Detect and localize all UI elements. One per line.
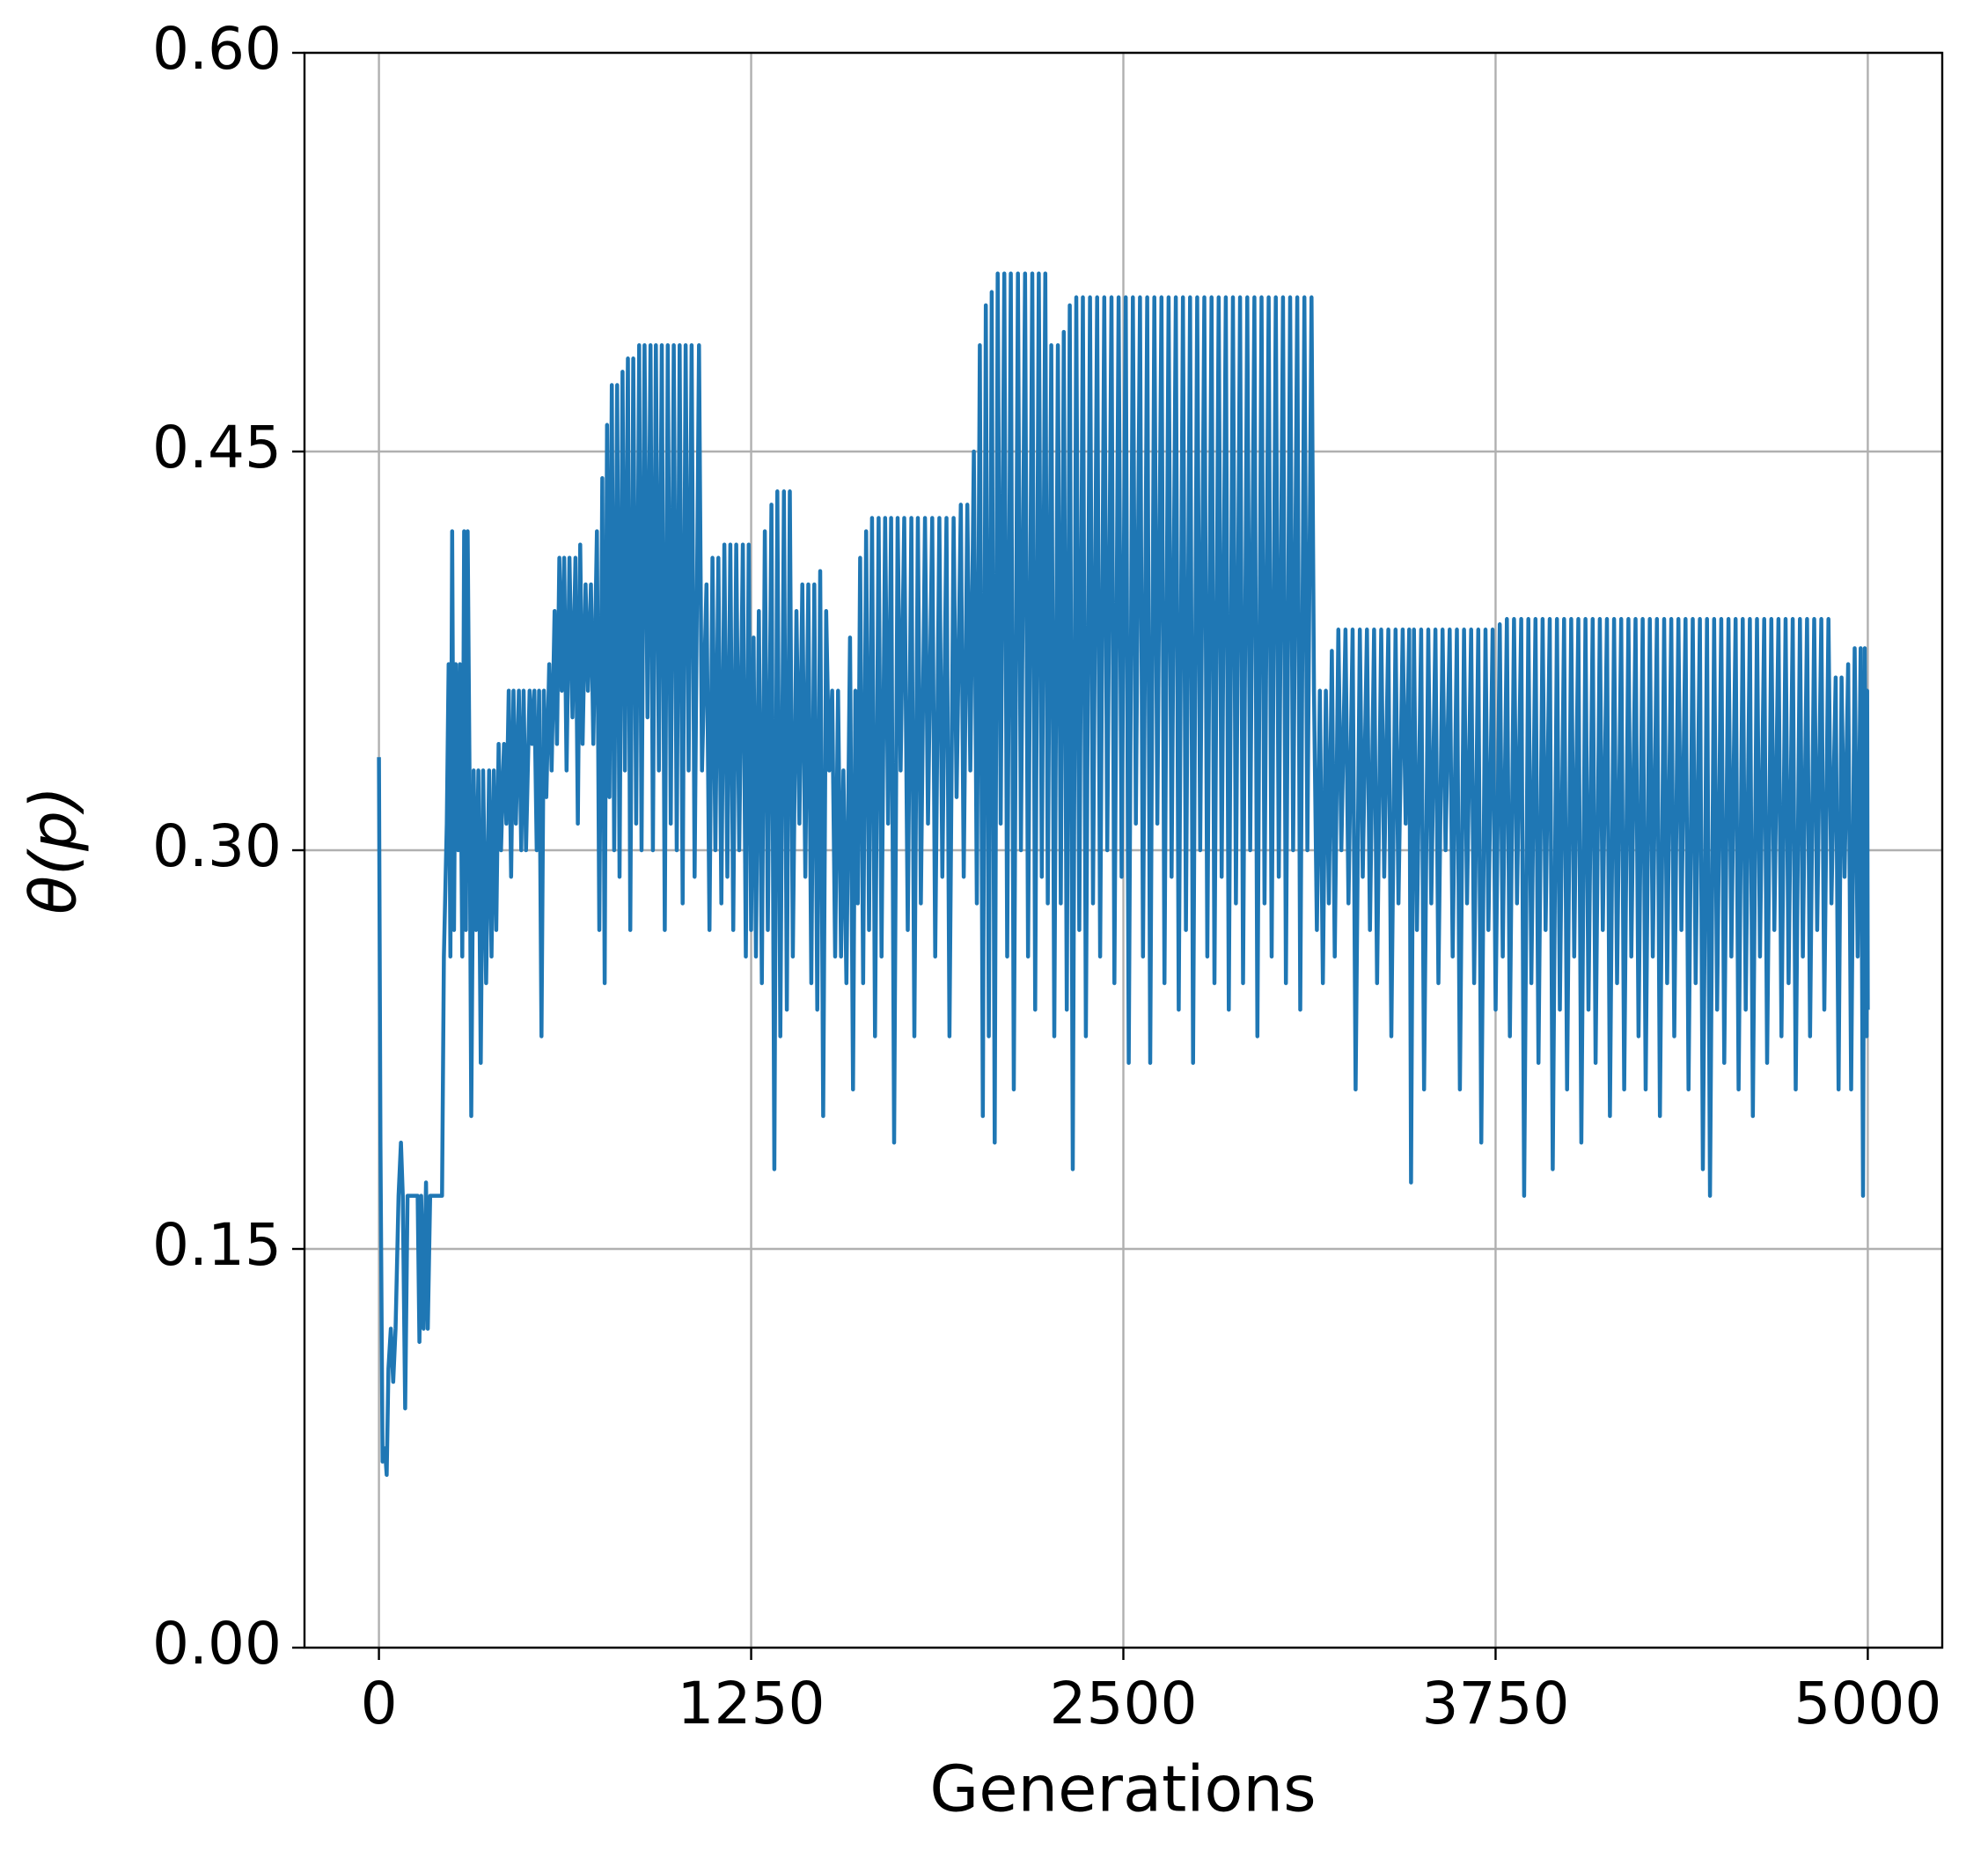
x-tick-label: 3750 (1421, 1670, 1569, 1737)
x-tick-label: 2500 (1050, 1670, 1198, 1737)
y-tick-label: 0.45 (152, 414, 282, 481)
x-tick-label: 1250 (678, 1670, 825, 1737)
x-tick-label: 0 (361, 1670, 398, 1737)
y-tick-label: 0.30 (152, 812, 282, 880)
y-tick-label: 0.15 (152, 1211, 282, 1279)
plot-frame (303, 51, 1944, 1649)
x-axis-label: Generations (929, 1752, 1316, 1826)
y-axis-label: θ(p) (17, 786, 91, 914)
data-line (377, 271, 1870, 1477)
y-tick-label: 0.00 (152, 1610, 282, 1678)
x-tick-label: 5000 (1794, 1670, 1941, 1737)
y-tick-label: 0.60 (152, 15, 282, 83)
